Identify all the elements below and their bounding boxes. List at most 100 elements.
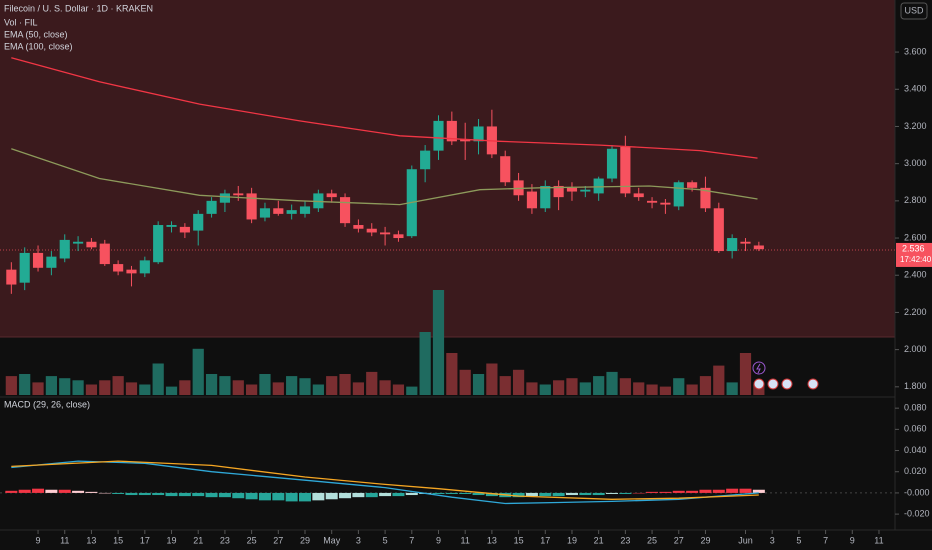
macd-line bbox=[11, 460, 759, 505]
candle-body bbox=[353, 225, 364, 229]
macd-histogram-bar bbox=[646, 491, 659, 493]
y-tick-label: -0.000 bbox=[904, 487, 930, 497]
candle-body bbox=[286, 210, 297, 214]
volume-bar bbox=[366, 371, 378, 395]
candle-body bbox=[700, 187, 711, 209]
volume-bar bbox=[339, 374, 351, 395]
event-icon[interactable] bbox=[753, 378, 765, 390]
macd-histogram-bar bbox=[178, 492, 191, 497]
volume-bar bbox=[219, 376, 231, 395]
volume-bar bbox=[5, 376, 17, 395]
volume-bar bbox=[72, 380, 84, 395]
macd-histogram-bar bbox=[232, 492, 245, 499]
candle-body bbox=[380, 232, 391, 235]
macd-histogram-bar bbox=[606, 492, 619, 494]
macd-histogram-bar bbox=[726, 488, 739, 493]
macd-histogram-bar bbox=[365, 492, 378, 498]
macd-histogram-bar bbox=[659, 491, 672, 493]
y-tick-label: 0.080 bbox=[904, 403, 927, 413]
y-tick-label: 2.800 bbox=[904, 195, 927, 205]
volume-bar bbox=[699, 376, 712, 395]
candle-body bbox=[339, 197, 351, 224]
volume-bar bbox=[579, 382, 591, 395]
candle-body bbox=[246, 193, 257, 220]
candle-body bbox=[420, 150, 431, 170]
candle-body bbox=[593, 178, 604, 194]
macd-histogram-bar bbox=[632, 492, 645, 494]
candle-body bbox=[540, 185, 551, 209]
candle-body bbox=[86, 241, 97, 248]
volume-bar bbox=[312, 384, 324, 395]
candle-body bbox=[259, 208, 271, 218]
macd-histogram-bar bbox=[85, 491, 98, 493]
macd-histogram-bar bbox=[299, 492, 312, 502]
event-icon[interactable] bbox=[781, 378, 793, 390]
volume-bar bbox=[246, 384, 258, 395]
candle-body bbox=[553, 185, 564, 198]
volume-bar bbox=[593, 376, 605, 395]
macd-histogram-bar bbox=[32, 488, 45, 493]
x-tick-label: Jun bbox=[738, 535, 753, 545]
candle-body bbox=[620, 146, 631, 194]
macd-histogram-bar bbox=[312, 492, 325, 501]
x-tick-label: 27 bbox=[674, 535, 684, 545]
macd-histogram-bar bbox=[472, 492, 485, 496]
candle-body bbox=[606, 148, 618, 179]
volume-bar bbox=[165, 386, 178, 395]
currency-box[interactable] bbox=[900, 2, 928, 20]
macd-histogram-bar bbox=[72, 490, 85, 493]
event-icon[interactable] bbox=[767, 378, 779, 390]
macd-histogram-bar bbox=[285, 492, 298, 502]
x-tick-label: 3 bbox=[770, 535, 775, 545]
currency[interactable]: USD bbox=[904, 5, 924, 15]
macd-histogram-bar bbox=[579, 492, 592, 496]
macd-histogram-bar bbox=[138, 492, 151, 496]
x-tick-label: 5 bbox=[796, 535, 801, 545]
volume-bar bbox=[352, 382, 365, 395]
volume-bar bbox=[99, 380, 111, 395]
volume-bar bbox=[686, 384, 698, 395]
volume-bar bbox=[646, 384, 658, 395]
y-tick-label: 3.000 bbox=[904, 158, 927, 168]
event-icon[interactable] bbox=[752, 361, 766, 375]
macd-histogram-bar bbox=[165, 492, 178, 497]
macd-histogram-bar bbox=[525, 492, 538, 497]
macd-histogram-bar bbox=[686, 490, 699, 493]
candle-body bbox=[460, 139, 471, 142]
x-tick-label: 15 bbox=[514, 535, 524, 545]
macd-histogram-bar bbox=[18, 489, 31, 493]
volume-bar bbox=[179, 380, 191, 395]
volume-bar bbox=[539, 384, 551, 395]
candle-body bbox=[273, 208, 284, 214]
macd-histogram-bar bbox=[125, 492, 138, 496]
ema-line bbox=[11, 148, 758, 206]
x-tick-label: 5 bbox=[383, 535, 388, 545]
event-icon[interactable] bbox=[807, 378, 819, 390]
y-tick-label: 2.600 bbox=[904, 232, 927, 242]
macd-histogram-bar bbox=[45, 489, 58, 493]
macd-histogram-bar bbox=[258, 492, 271, 501]
candle-body bbox=[526, 191, 537, 209]
macd-histogram-bar bbox=[218, 492, 231, 498]
last-price-label: 2.536 bbox=[902, 243, 925, 253]
volume-bar bbox=[606, 371, 618, 395]
candle-body bbox=[393, 234, 404, 239]
legend-line: EMA (50, close) bbox=[4, 29, 68, 39]
y-tick-label: 1.800 bbox=[904, 381, 927, 391]
volume-bar bbox=[19, 374, 31, 395]
candle-body bbox=[473, 126, 484, 142]
macd-histogram-bar bbox=[485, 492, 498, 497]
x-tick-label: 17 bbox=[540, 535, 550, 545]
y-tick-label: 2.000 bbox=[904, 344, 927, 354]
volume-bar bbox=[326, 376, 338, 395]
candle-body bbox=[713, 208, 724, 252]
x-tick-label: 19 bbox=[167, 535, 177, 545]
volume-bar bbox=[619, 378, 631, 395]
macd-histogram-bar bbox=[352, 492, 365, 498]
x-tick-label: 9 bbox=[36, 535, 41, 545]
x-tick-label: 23 bbox=[620, 535, 630, 545]
y-tick-label: 2.200 bbox=[904, 307, 927, 317]
candle-body bbox=[673, 182, 684, 207]
volume-bar bbox=[659, 386, 672, 395]
volume-bar bbox=[192, 348, 204, 395]
